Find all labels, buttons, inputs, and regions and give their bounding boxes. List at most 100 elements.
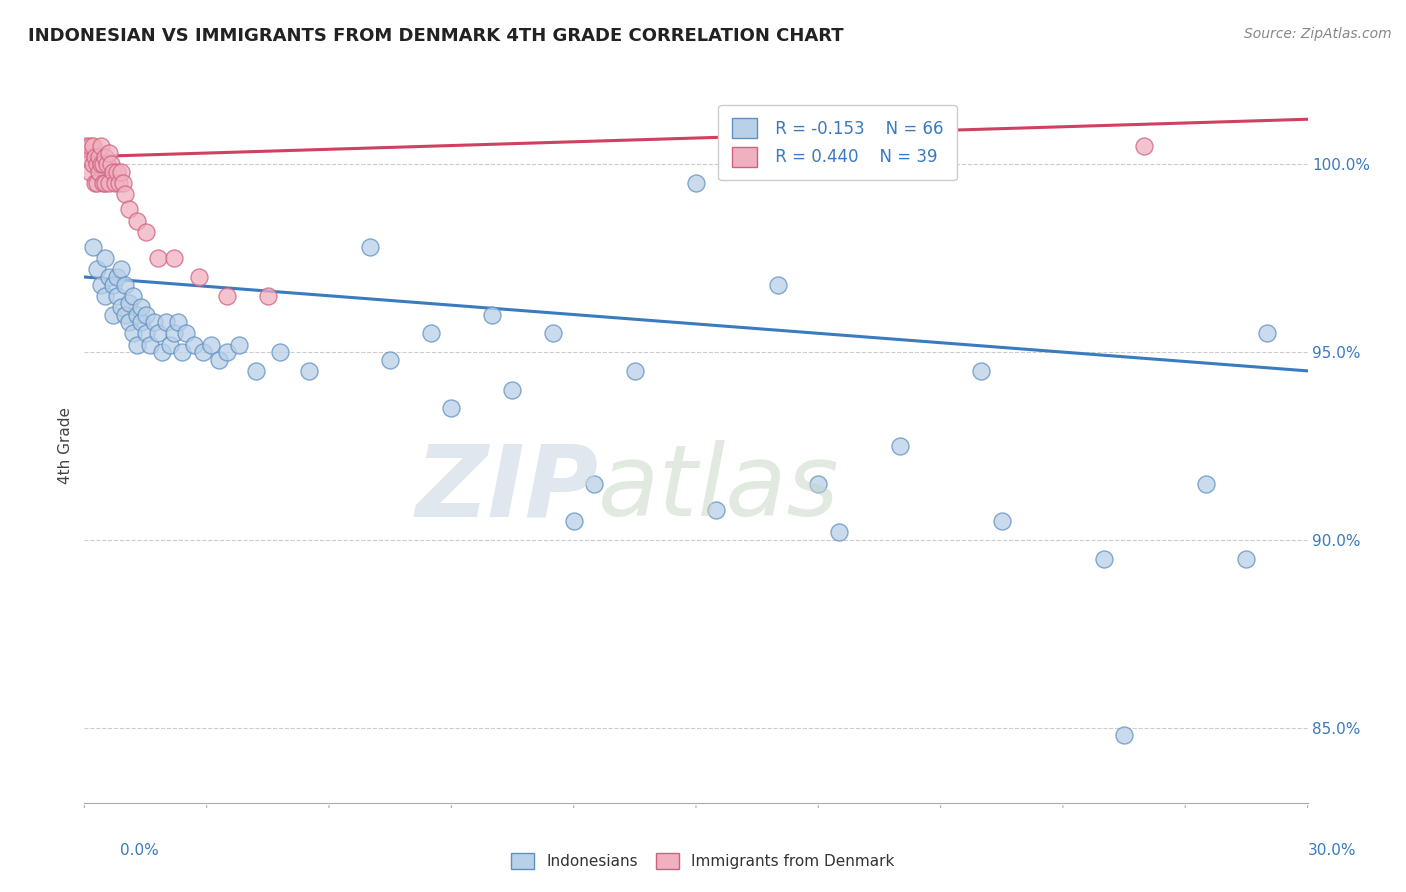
Point (79, 138, 101, 153)
Point (1236, 551, 1258, 566)
Point (828, 525, 851, 540)
Y-axis label: 4th Grade: 4th Grade (58, 408, 73, 484)
Text: INDONESIAN VS IMMIGRANTS FROM DENMARK 4TH GRADE CORRELATION CHART: INDONESIAN VS IMMIGRANTS FROM DENMARK 4T… (28, 27, 844, 45)
Point (104, 176, 127, 190)
Text: ZIP: ZIP (415, 441, 598, 537)
Point (97, 146, 120, 161)
Point (93, 251, 115, 265)
Point (83, 176, 105, 190)
Point (93, 176, 115, 190)
Point (828, 128, 851, 142)
Point (298, 364, 321, 378)
Point (82, 157, 104, 171)
Point (208, 352, 231, 367)
Point (105, 165, 128, 179)
Point (1114, 728, 1136, 742)
Point (114, 308, 136, 322)
Point (191, 345, 214, 359)
Point (127, 308, 149, 322)
Point (87, 165, 110, 179)
Point (135, 225, 157, 239)
Point (110, 165, 132, 179)
Point (93, 150, 115, 164)
Point (142, 315, 165, 329)
Point (96, 157, 118, 171)
Point (135, 326, 157, 341)
Point (217, 345, 239, 359)
Point (1133, 138, 1156, 153)
Point (420, 326, 443, 341)
Point (82, 138, 104, 153)
Point (440, 401, 463, 416)
Point (91, 157, 114, 171)
Legend: Indonesians, Immigrants from Denmark: Indonesians, Immigrants from Denmark (505, 847, 901, 875)
Text: 0.0%: 0.0% (120, 843, 159, 858)
Point (100, 157, 122, 171)
Point (200, 337, 222, 351)
Point (97, 270, 120, 285)
Point (1256, 326, 1278, 341)
Point (122, 289, 145, 303)
Point (889, 439, 911, 453)
Point (77, 150, 100, 164)
Point (82, 240, 104, 254)
Point (110, 300, 132, 314)
Text: atlas: atlas (598, 441, 839, 537)
Point (167, 315, 190, 329)
Point (122, 326, 145, 341)
Point (970, 364, 993, 378)
Point (766, 277, 789, 292)
Point (79, 165, 101, 179)
Point (269, 345, 291, 359)
Point (86, 176, 108, 190)
Point (127, 213, 149, 227)
Point (118, 202, 141, 217)
Point (380, 352, 402, 367)
Text: 30.0%: 30.0% (1309, 843, 1357, 858)
Point (159, 337, 181, 351)
Point (138, 337, 160, 351)
Point (155, 315, 177, 329)
Point (163, 251, 186, 265)
Point (481, 308, 503, 322)
Point (118, 315, 141, 329)
Point (1092, 551, 1115, 566)
Point (118, 296, 141, 310)
Point (172, 345, 194, 359)
Point (101, 308, 124, 322)
Point (706, 503, 728, 517)
Point (163, 326, 186, 341)
Point (135, 308, 157, 322)
Point (1195, 476, 1218, 491)
Point (83, 150, 105, 164)
Point (86, 262, 108, 277)
Point (807, 476, 830, 491)
Point (114, 277, 136, 292)
Point (257, 289, 280, 303)
Point (183, 337, 205, 351)
Point (502, 383, 524, 397)
Point (91, 176, 114, 190)
Point (90, 277, 112, 292)
Point (101, 277, 124, 292)
Point (75, 138, 97, 153)
Point (93, 289, 115, 303)
Point (245, 364, 267, 378)
Legend:  R = -0.153    N = 66,  R = 0.440    N = 39: R = -0.153 N = 66, R = 0.440 N = 39 (718, 104, 956, 180)
Text: Source: ZipAtlas.com: Source: ZipAtlas.com (1244, 27, 1392, 41)
Point (359, 240, 381, 254)
Point (105, 289, 128, 303)
Point (624, 364, 647, 378)
Point (217, 289, 239, 303)
Point (146, 326, 169, 341)
Point (87, 150, 110, 164)
Point (112, 176, 135, 190)
Point (583, 476, 606, 491)
Point (131, 315, 153, 329)
Point (108, 176, 131, 190)
Point (543, 326, 565, 341)
Point (131, 300, 153, 314)
Point (685, 176, 707, 190)
Point (90, 138, 112, 153)
Point (174, 326, 197, 341)
